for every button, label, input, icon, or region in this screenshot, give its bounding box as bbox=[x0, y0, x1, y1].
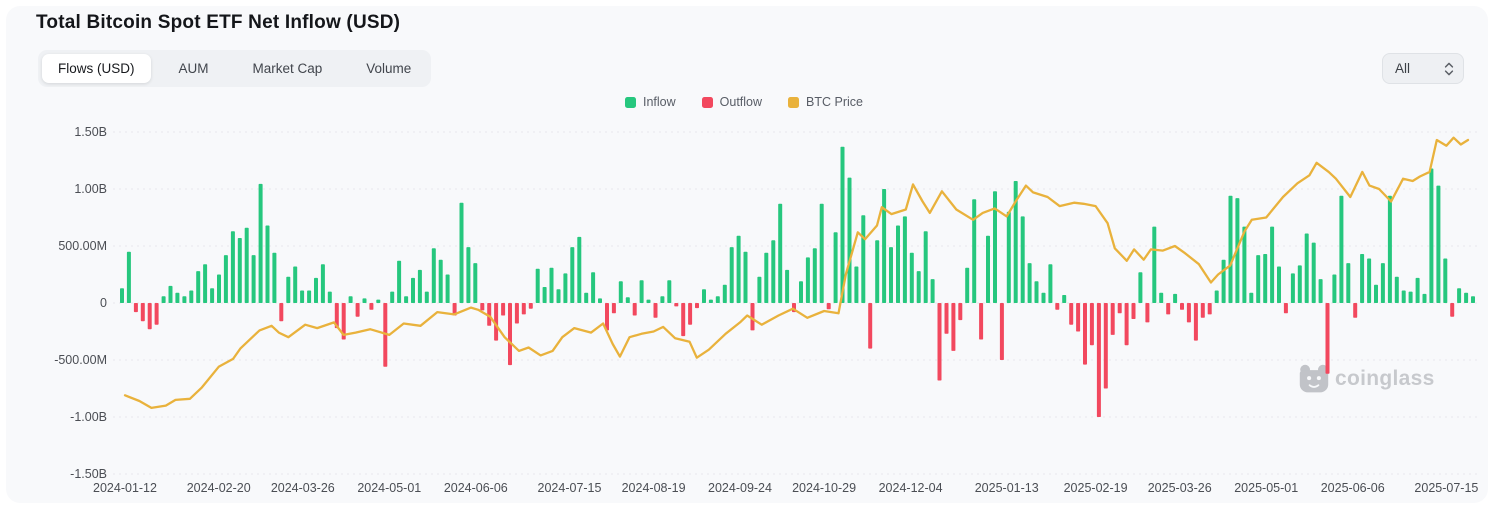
svg-text:2024-09-24: 2024-09-24 bbox=[708, 481, 772, 495]
svg-text:2024-02-20: 2024-02-20 bbox=[187, 481, 251, 495]
svg-text:-1.00B: -1.00B bbox=[70, 410, 107, 424]
page-title: Total Bitcoin Spot ETF Net Inflow (USD) bbox=[36, 12, 401, 33]
svg-text:2024-08-19: 2024-08-19 bbox=[622, 481, 686, 495]
svg-text:2025-01-13: 2025-01-13 bbox=[975, 481, 1039, 495]
inflow-swatch-icon bbox=[625, 96, 636, 108]
legend-item-inflow[interactable]: Inflow bbox=[625, 95, 676, 109]
svg-text:2024-05-01: 2024-05-01 bbox=[357, 481, 421, 495]
svg-text:2024-10-29: 2024-10-29 bbox=[792, 481, 856, 495]
legend-label: Outflow bbox=[719, 95, 763, 109]
coinglass-watermark: coinglass bbox=[1298, 363, 1435, 395]
range-select-value: All bbox=[1395, 61, 1411, 76]
watermark-text: coinglass bbox=[1335, 367, 1435, 390]
tab-market-cap[interactable]: Market Cap bbox=[237, 54, 339, 83]
svg-text:2025-02-19: 2025-02-19 bbox=[1064, 481, 1128, 495]
legend-item-btc-price[interactable]: BTC Price bbox=[788, 95, 863, 109]
chart-legend: Inflow Outflow BTC Price bbox=[625, 95, 863, 109]
svg-text:1.00B: 1.00B bbox=[74, 182, 107, 196]
range-select[interactable]: All bbox=[1382, 53, 1464, 84]
svg-text:2025-03-26: 2025-03-26 bbox=[1148, 481, 1212, 495]
legend-label: BTC Price bbox=[806, 95, 863, 109]
svg-text:-1.50B: -1.50B bbox=[70, 467, 107, 481]
svg-text:0: 0 bbox=[100, 296, 107, 310]
legend-item-outflow[interactable]: Outflow bbox=[701, 95, 763, 109]
svg-text:-500.00M: -500.00M bbox=[54, 353, 107, 367]
tab-group: Flows (USD) AUM Market Cap Volume bbox=[38, 50, 432, 87]
btc-price-swatch-icon bbox=[788, 96, 800, 108]
svg-text:500.00M: 500.00M bbox=[58, 239, 107, 253]
svg-text:2024-06-06: 2024-06-06 bbox=[444, 481, 508, 495]
svg-text:2025-07-15: 2025-07-15 bbox=[1414, 481, 1478, 495]
coinglass-logo-icon bbox=[1299, 364, 1329, 393]
tab-volume[interactable]: Volume bbox=[350, 54, 427, 83]
svg-text:2024-01-12: 2024-01-12 bbox=[93, 481, 157, 495]
svg-text:2024-12-04: 2024-12-04 bbox=[879, 481, 943, 495]
svg-text:2024-07-15: 2024-07-15 bbox=[538, 481, 602, 495]
tab-flows-usd[interactable]: Flows (USD) bbox=[42, 54, 151, 83]
svg-text:2024-03-26: 2024-03-26 bbox=[271, 481, 335, 495]
tab-aum[interactable]: AUM bbox=[163, 54, 225, 83]
select-chevrons-icon bbox=[1444, 62, 1454, 75]
svg-text:2025-06-06: 2025-06-06 bbox=[1321, 481, 1385, 495]
outflow-swatch-icon bbox=[701, 96, 713, 108]
svg-text:1.50B: 1.50B bbox=[74, 125, 107, 139]
legend-label: Inflow bbox=[643, 95, 676, 109]
svg-text:2025-05-01: 2025-05-01 bbox=[1234, 481, 1298, 495]
